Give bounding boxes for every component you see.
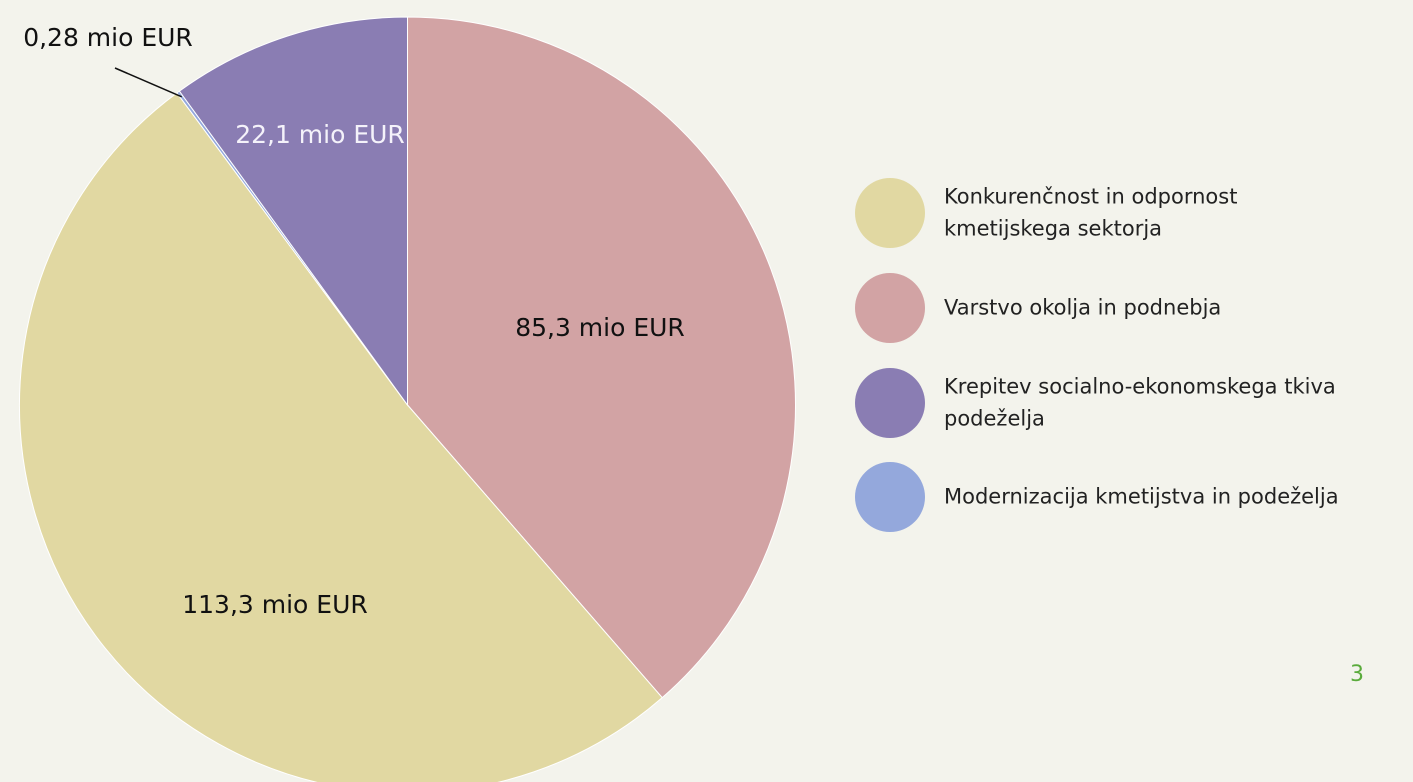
legend-swatch <box>855 462 925 532</box>
page-number: 3 <box>1350 662 1364 687</box>
value-label: 0,28 mio EUR <box>23 22 193 52</box>
legend-swatch <box>855 178 925 248</box>
legend-label: Konkurenčnost in odpornost kmetijskega s… <box>944 184 1238 241</box>
pie-slice <box>19 92 663 782</box>
legend-label: Varstvo okolja in podnebja <box>944 295 1222 320</box>
legend-swatch <box>855 273 925 343</box>
value-label: 113,3 mio EUR <box>182 589 368 619</box>
pie-slice <box>178 16 408 407</box>
pie-slice <box>407 16 796 699</box>
value-label: 85,3 mio EUR <box>515 312 685 342</box>
legend-swatch <box>855 368 925 438</box>
leader-line <box>114 67 183 98</box>
legend-label: Modernizacija kmetijstva in podeželja <box>944 484 1339 509</box>
value-label: 22,1 mio EUR <box>235 119 405 149</box>
legend-label: Krepitev socialno-ekonomskega tkiva pode… <box>944 374 1336 431</box>
